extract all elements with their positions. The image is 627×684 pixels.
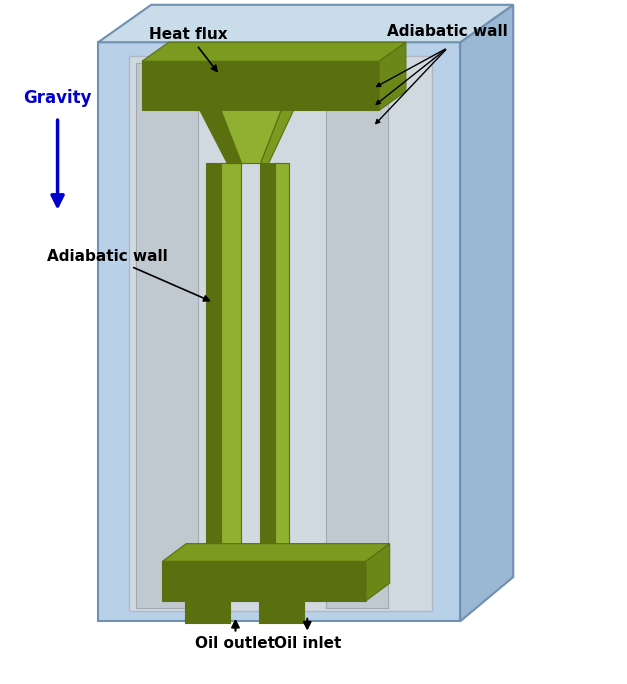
Polygon shape (98, 42, 460, 621)
Text: Heat flux: Heat flux (149, 27, 228, 71)
Bar (221, 163, 241, 577)
Bar (162, 562, 366, 601)
Polygon shape (221, 110, 281, 163)
Text: Adiabatic wall: Adiabatic wall (47, 249, 209, 301)
Bar (275, 163, 288, 577)
Text: Gravity: Gravity (23, 89, 92, 107)
Polygon shape (162, 544, 389, 562)
Text: Oil outlet: Oil outlet (196, 636, 275, 651)
Polygon shape (129, 56, 432, 611)
Bar (142, 62, 379, 110)
Polygon shape (366, 544, 389, 601)
Polygon shape (260, 110, 293, 163)
Polygon shape (379, 42, 406, 110)
Polygon shape (142, 42, 406, 62)
Bar (326, 63, 388, 607)
Text: Oil inlet: Oil inlet (273, 636, 341, 651)
Polygon shape (98, 5, 514, 42)
Text: Adiabatic wall: Adiabatic wall (387, 24, 508, 39)
Bar (260, 163, 278, 577)
Bar (258, 599, 303, 622)
Bar (206, 163, 225, 577)
Polygon shape (200, 110, 242, 163)
Polygon shape (460, 5, 514, 621)
Bar (185, 599, 230, 622)
Bar (135, 63, 198, 607)
